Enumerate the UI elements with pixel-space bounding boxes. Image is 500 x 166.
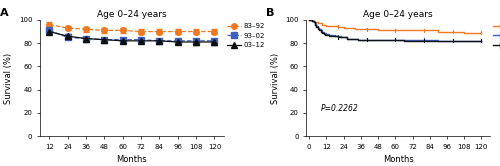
X-axis label: Months: Months bbox=[383, 155, 414, 164]
Title: Age 0–24 years: Age 0–24 years bbox=[364, 10, 433, 19]
Text: A: A bbox=[0, 8, 8, 18]
Text: P=0.2262: P=0.2262 bbox=[320, 104, 358, 113]
Y-axis label: Survival (%): Survival (%) bbox=[4, 52, 14, 104]
X-axis label: Months: Months bbox=[116, 155, 147, 164]
Legend: 83–92, 93–02, 03–12: 83–92, 93–02, 03–12 bbox=[494, 23, 500, 48]
Title: Age 0–24 years: Age 0–24 years bbox=[97, 10, 166, 19]
Legend: 83–92, 93–02, 03–12: 83–92, 93–02, 03–12 bbox=[227, 23, 265, 48]
Y-axis label: Survival (%): Survival (%) bbox=[270, 52, 280, 104]
Text: B: B bbox=[266, 8, 274, 18]
